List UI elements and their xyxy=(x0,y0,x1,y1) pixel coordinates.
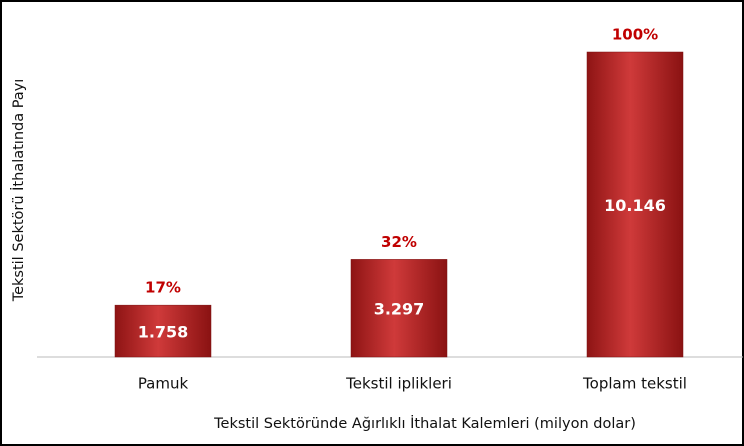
x-tick-label: Pamuk xyxy=(138,375,189,393)
value-label: 32% xyxy=(381,233,417,251)
amount-label: 1.758 xyxy=(138,323,189,342)
y-axis-title: Tekstil Sektörü İthalatında Payı xyxy=(9,79,27,303)
bar xyxy=(114,304,212,358)
amount-label: 3.297 xyxy=(374,300,425,319)
x-tick-label: Toplam tekstil xyxy=(582,375,687,393)
value-label: 17% xyxy=(145,279,181,297)
amount-label: 10.146 xyxy=(604,196,666,215)
bar xyxy=(350,259,448,358)
bar xyxy=(586,51,684,358)
x-axis-title: Tekstil Sektöründe Ağırlıklı İthalat Kal… xyxy=(213,414,636,432)
value-label: 100% xyxy=(612,26,658,44)
x-tick-label: Tekstil iplikleri xyxy=(345,375,452,393)
